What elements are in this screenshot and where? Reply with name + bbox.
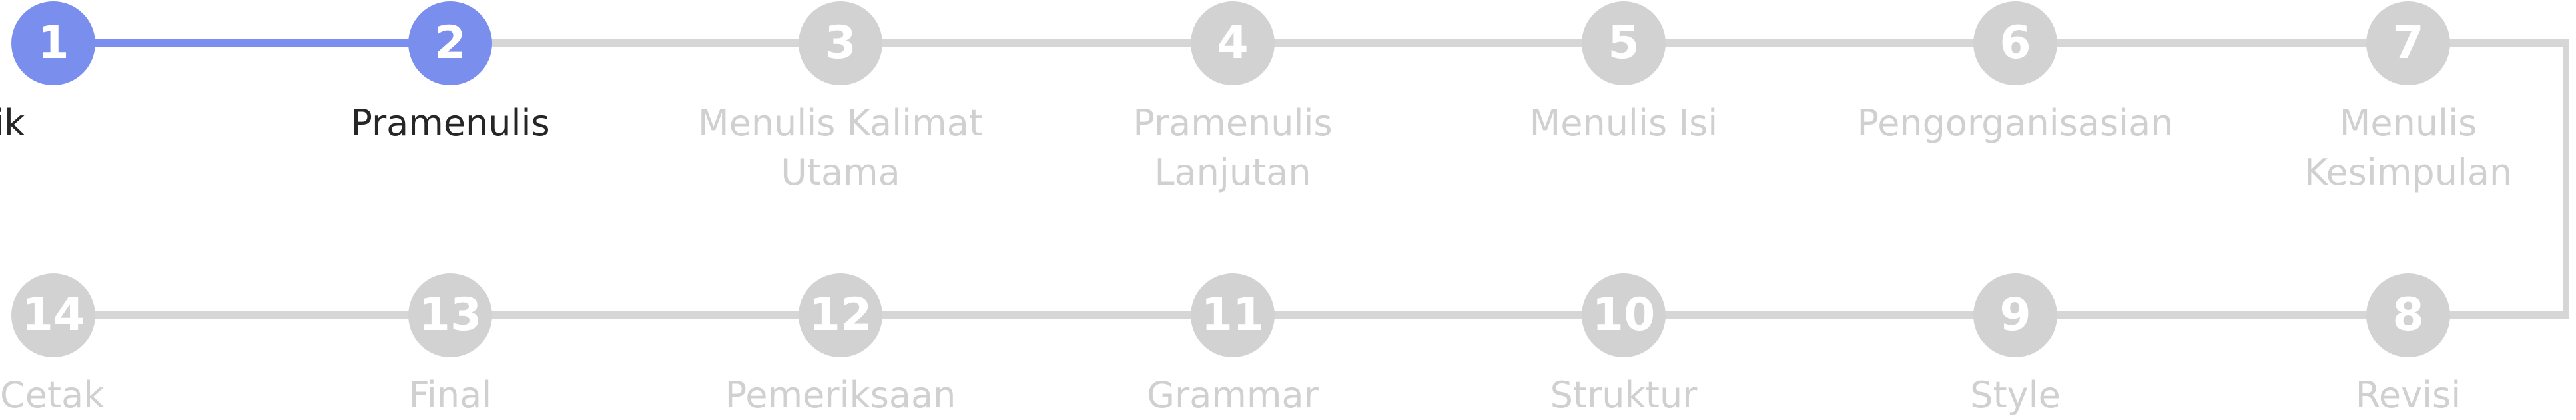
step-number: 2	[408, 1, 492, 85]
step-label: Struktur	[1550, 374, 1698, 416]
step-12-pemeriksaan[interactable]: 12 Pemeriksaan	[607, 273, 1074, 416]
step-number: 9	[1973, 273, 2057, 357]
step-number: 12	[799, 273, 882, 357]
step-number: 14	[11, 273, 95, 357]
step-label: Topik	[0, 102, 25, 144]
step-label: Pemeriksaan	[725, 374, 956, 416]
step-label: Menulis Kesimpulan	[2304, 102, 2513, 193]
step-11-grammar[interactable]: 11 Grammar	[1000, 273, 1466, 416]
step-label: Final	[408, 374, 492, 416]
step-6-pengorganisasian[interactable]: 6 Pengorganisasian	[1782, 1, 2248, 144]
step-number: 7	[2366, 1, 2450, 85]
progress-line-connector	[2563, 39, 2569, 319]
step-3-menulis-kalimat-utama[interactable]: 3 Menulis Kalimat Utama	[607, 1, 1074, 193]
step-label: Grammar	[1147, 374, 1319, 416]
step-4-pramenulis-lanjutan[interactable]: 4 Pramenulis Lanjutan	[1000, 1, 1466, 193]
progress-line-row-2	[53, 311, 2569, 319]
step-label: Revisi	[2355, 374, 2461, 416]
step-number: 5	[1582, 1, 1666, 85]
step-5-menulis-isi[interactable]: 5 Menulis Isi	[1391, 1, 1857, 144]
step-label: Menulis Kalimat Utama	[698, 102, 983, 193]
step-number: 13	[408, 273, 492, 357]
step-label: Style	[1970, 374, 2061, 416]
step-label: Pramenulis Lanjutan	[1133, 102, 1333, 193]
step-label: Pengorganisasian	[1857, 102, 2174, 144]
step-label: Menulis Isi	[1529, 102, 1718, 144]
step-8-revisi[interactable]: 8 Revisi	[2175, 273, 2576, 416]
progress-line-completed	[53, 39, 453, 47]
step-number: 11	[1191, 273, 1275, 357]
step-number: 8	[2366, 273, 2450, 357]
step-14-cetak[interactable]: 14 Cetak	[0, 273, 286, 416]
step-number: 4	[1191, 1, 1275, 85]
step-1-topik[interactable]: 1 Topik	[0, 1, 286, 144]
step-label: Cetak	[0, 374, 105, 416]
step-2-pramenulis[interactable]: 2 Pramenulis	[217, 1, 683, 144]
step-label: Pramenulis	[350, 102, 550, 144]
step-7-menulis-kesimpulan[interactable]: 7 Menulis Kesimpulan	[2175, 1, 2576, 193]
step-number: 3	[799, 1, 882, 85]
step-number: 1	[11, 1, 95, 85]
step-9-style[interactable]: 9 Style	[1782, 273, 2248, 416]
step-number: 10	[1582, 273, 1666, 357]
step-13-final[interactable]: 13 Final	[217, 273, 683, 416]
step-10-struktur[interactable]: 10 Struktur	[1391, 273, 1857, 416]
step-number: 6	[1973, 1, 2057, 85]
